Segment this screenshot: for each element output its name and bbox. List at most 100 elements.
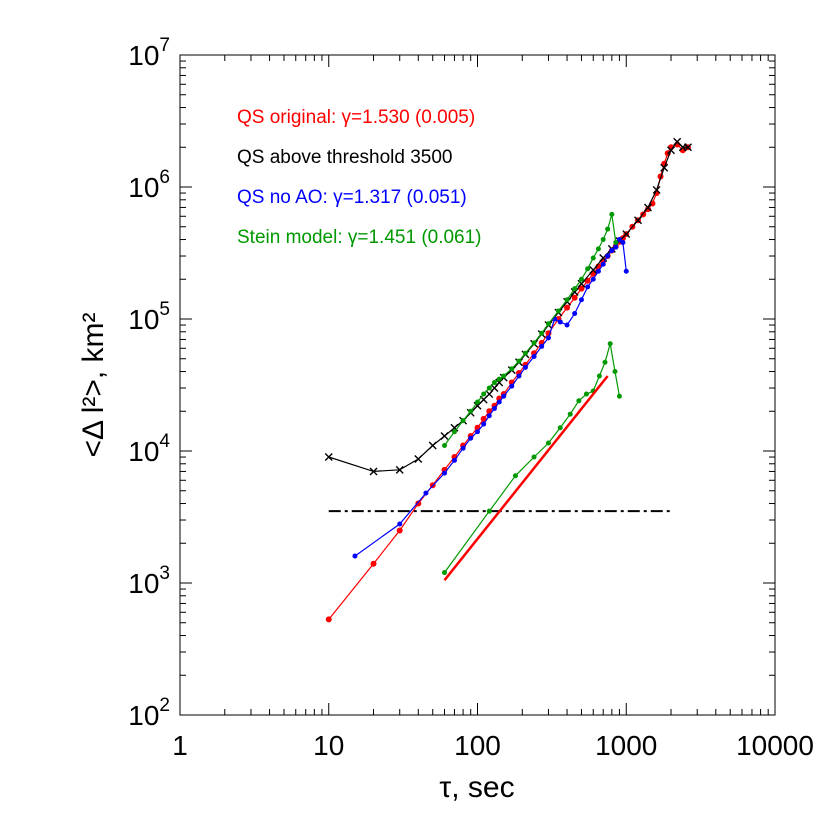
data-point: [605, 253, 611, 259]
data-point: [531, 340, 537, 346]
data-point: [643, 203, 652, 212]
series-group: [324, 137, 692, 623]
y-tick-exponent: 5: [159, 299, 170, 320]
data-point: [475, 429, 480, 435]
data-point: [325, 616, 332, 623]
y-tick-base: 10: [128, 172, 159, 203]
y-tick-base: 10: [128, 304, 159, 335]
data-point: [605, 226, 611, 232]
data-point: [516, 373, 522, 379]
data-point: [564, 322, 570, 328]
data-point: [570, 288, 579, 297]
data-point: [567, 411, 573, 417]
data-point: [583, 391, 589, 397]
data-point: [660, 163, 669, 172]
data-point: [414, 454, 423, 463]
y-tick-label: 106: [128, 167, 170, 203]
y-tick-exponent: 7: [159, 35, 170, 56]
fit-lines-group: [443, 375, 609, 581]
data-point: [473, 401, 482, 410]
data-point: [486, 385, 492, 391]
data-point: [450, 423, 459, 432]
y-tick-base: 10: [128, 700, 159, 731]
data-point: [609, 211, 615, 217]
data-point: [644, 206, 651, 213]
y-axis-label: <Δ l²>, km²: [77, 312, 110, 457]
y-tick-label: 107: [128, 35, 170, 71]
data-point: [634, 216, 643, 225]
data-point: [451, 457, 457, 463]
data-point: [440, 431, 449, 440]
data-point: [415, 500, 422, 507]
data-point: [595, 268, 601, 274]
y-tick-label: 103: [128, 563, 170, 599]
legend-entry: Stein model: γ=1.451 (0.061): [237, 227, 482, 248]
data-point: [578, 285, 585, 292]
data-point: [396, 527, 403, 534]
data-point: [600, 261, 606, 267]
data-point: [572, 311, 578, 317]
data-point: [683, 143, 692, 152]
legend-entry: QS above threshold 3500: [237, 147, 453, 168]
x-tick-label: 10000: [736, 730, 814, 761]
data-point: [577, 279, 586, 288]
data-point: [564, 304, 571, 311]
data-point: [496, 399, 502, 405]
axis-ticks: [179, 54, 776, 716]
data-point: [557, 319, 563, 325]
data-point: [667, 146, 676, 155]
y-tick-label: 105: [128, 299, 170, 335]
data-point: [590, 276, 596, 282]
data-point: [607, 341, 613, 347]
data-point: [481, 391, 487, 397]
data-point: [585, 266, 591, 272]
data-point: [545, 321, 551, 327]
data-point: [613, 244, 619, 250]
data-point: [616, 237, 622, 243]
data-point: [486, 413, 492, 419]
data-point: [545, 335, 551, 341]
data-point: [531, 454, 537, 460]
data-point: [324, 453, 333, 462]
data-point: [370, 560, 377, 567]
y-tick-label: 102: [128, 695, 170, 731]
data-point: [481, 421, 487, 427]
x-tick-label: 1: [172, 730, 188, 761]
data-point: [468, 408, 474, 414]
y-tick-exponent: 6: [159, 167, 170, 188]
data-point: [612, 369, 618, 375]
data-point: [539, 330, 545, 336]
data-point: [395, 465, 404, 474]
legend: QS original: γ=1.530 (0.005) QS above thr…: [237, 107, 482, 248]
data-point: [509, 366, 515, 372]
data-point: [442, 470, 447, 476]
data-point: [589, 266, 598, 275]
data-point: [352, 553, 358, 559]
data-point: [564, 297, 570, 303]
data-point: [539, 343, 545, 349]
data-point: [522, 350, 528, 356]
data-point: [616, 393, 622, 399]
data-point: [595, 246, 601, 252]
data-point: [516, 358, 522, 364]
data-point: [585, 284, 591, 290]
fit-line: [443, 375, 609, 581]
data-point: [369, 467, 378, 476]
data-point: [475, 399, 480, 405]
data-point: [442, 443, 447, 449]
data-point: [600, 237, 606, 243]
data-point: [486, 508, 492, 514]
data-point: [512, 473, 518, 479]
y-tick-exponent: 4: [159, 431, 170, 452]
data-point: [596, 373, 602, 379]
data-point: [578, 297, 584, 303]
x-axis-label: τ, sec: [439, 771, 514, 804]
data-point: [576, 398, 582, 404]
series-line: [354, 238, 627, 557]
data-point: [557, 425, 563, 431]
data-point: [602, 359, 608, 365]
data-point: [623, 268, 629, 274]
series-line: [328, 143, 689, 620]
